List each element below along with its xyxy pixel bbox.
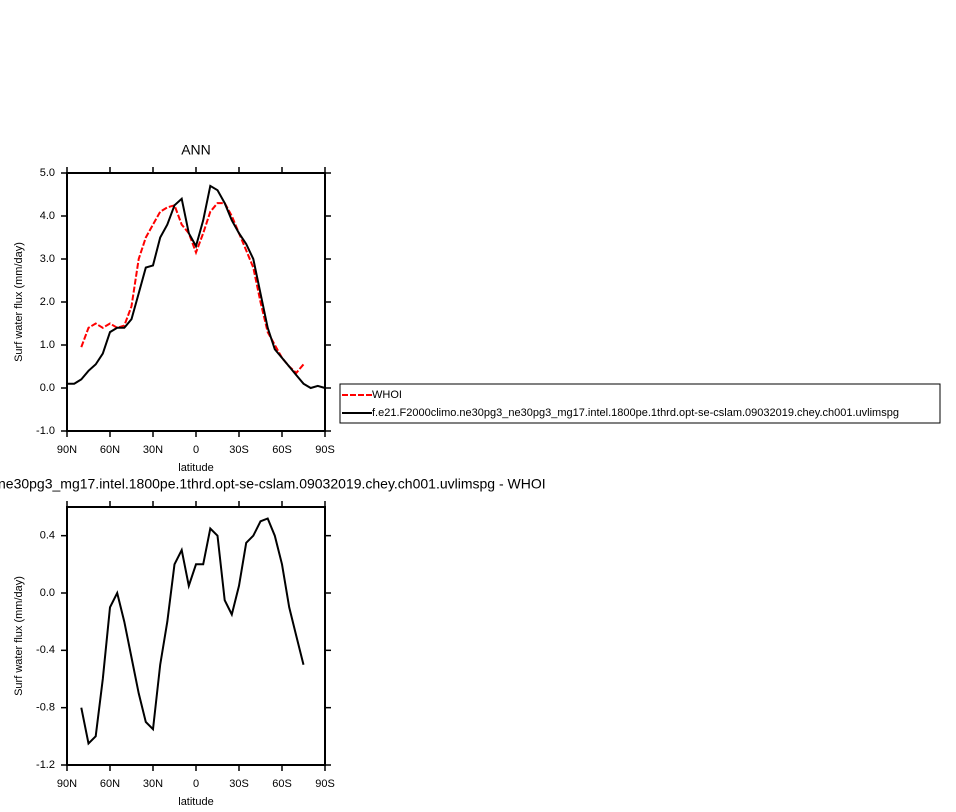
x-tick-label: 30S [229, 778, 249, 790]
x-tick-label: 0 [193, 444, 199, 456]
x-axis-label: latitude [178, 796, 213, 808]
data-line [80, 517, 305, 746]
y-tick-label: 4.0 [40, 210, 55, 222]
legend-label: WHOI [372, 389, 402, 401]
x-tick-label: 60S [272, 444, 292, 456]
y-tick-label: 5.0 [40, 167, 55, 179]
x-tick-label: 90N [57, 444, 77, 456]
y-tick-label: 3.0 [40, 253, 55, 265]
y-tick-label: -1.0 [36, 425, 55, 437]
y-tick-label: 0.0 [40, 382, 55, 394]
data-line [80, 202, 305, 375]
y-axis-label: Surf water flux (mm/day) [13, 576, 25, 696]
x-tick-label: 90S [315, 444, 335, 456]
plot-frame [66, 506, 326, 766]
y-tick-label: 0.0 [40, 587, 55, 599]
y-tick-label: -0.8 [36, 702, 55, 714]
plot-frame [66, 172, 326, 432]
x-tick-label: 30S [229, 444, 249, 456]
legend-label: f.e21.F2000climo.ne30pg3_ne30pg3_mg17.in… [372, 407, 899, 419]
legend-box [339, 383, 941, 424]
x-tick-label: 60S [272, 778, 292, 790]
x-tick-label: 90S [315, 778, 335, 790]
y-tick-label: 0.4 [40, 530, 55, 542]
chart-title: ANN [181, 142, 211, 158]
x-axis-label: latitude [178, 462, 213, 474]
x-tick-label: 60N [100, 444, 120, 456]
y-axis-label: Surf water flux (mm/day) [13, 242, 25, 362]
chart-title: ne30pg3_mg17.intel.1800pe.1thrd.opt-se-c… [0, 476, 546, 492]
y-tick-label: 2.0 [40, 296, 55, 308]
data-line [67, 184, 326, 390]
x-tick-label: 60N [100, 778, 120, 790]
x-tick-label: 30N [143, 444, 163, 456]
y-tick-label: -0.4 [36, 644, 55, 656]
x-tick-label: 0 [193, 778, 199, 790]
x-tick-label: 30N [143, 778, 163, 790]
y-tick-label: -1.2 [36, 759, 55, 771]
y-tick-label: 1.0 [40, 339, 55, 351]
x-tick-label: 90N [57, 778, 77, 790]
